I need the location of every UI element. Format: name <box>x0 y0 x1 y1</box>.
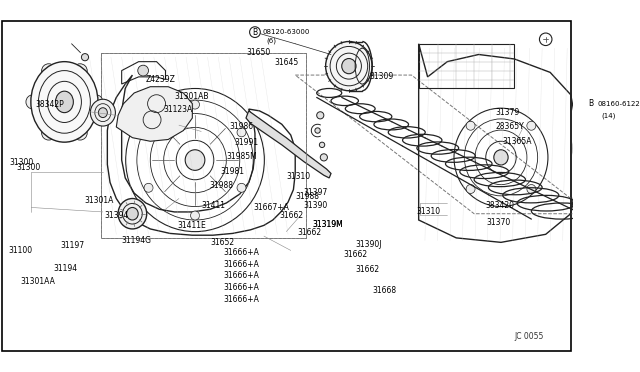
Text: 31301A: 31301A <box>84 196 114 205</box>
Text: (6): (6) <box>267 38 276 44</box>
Text: 31394: 31394 <box>105 211 129 221</box>
Text: 31666+A: 31666+A <box>223 271 259 280</box>
Text: 31662: 31662 <box>344 250 367 259</box>
Text: Z4239Z: Z4239Z <box>146 75 176 84</box>
Text: 31662: 31662 <box>280 211 303 221</box>
Text: 31985M: 31985M <box>226 151 257 161</box>
Text: 28365Y: 28365Y <box>495 122 524 131</box>
Text: 31652: 31652 <box>211 238 235 247</box>
Text: 31988: 31988 <box>295 192 319 201</box>
Circle shape <box>317 112 324 119</box>
Text: 31991: 31991 <box>235 138 259 147</box>
Circle shape <box>466 185 475 193</box>
Text: 31194G: 31194G <box>122 237 152 246</box>
Circle shape <box>250 27 260 38</box>
Text: 31309: 31309 <box>369 72 394 81</box>
Circle shape <box>88 95 103 109</box>
Text: 31988: 31988 <box>209 182 233 190</box>
Circle shape <box>144 128 153 137</box>
Text: 31666+A: 31666+A <box>223 260 259 269</box>
Text: 31100: 31100 <box>8 246 33 256</box>
Circle shape <box>585 98 596 109</box>
Circle shape <box>466 121 475 130</box>
Ellipse shape <box>326 42 372 91</box>
Text: 31411E: 31411E <box>177 221 206 230</box>
Ellipse shape <box>573 108 607 189</box>
Circle shape <box>144 183 153 192</box>
Text: (14): (14) <box>601 112 616 119</box>
Text: 31662: 31662 <box>355 265 379 274</box>
Circle shape <box>42 64 56 78</box>
Ellipse shape <box>118 199 147 229</box>
Circle shape <box>319 142 324 148</box>
Text: B: B <box>588 99 593 108</box>
Circle shape <box>315 128 320 133</box>
Circle shape <box>191 211 200 220</box>
Circle shape <box>586 81 595 90</box>
Circle shape <box>191 100 200 109</box>
Text: JC 0055: JC 0055 <box>515 332 544 341</box>
Circle shape <box>540 33 552 45</box>
Text: 31397: 31397 <box>303 188 328 197</box>
Text: 31301AB: 31301AB <box>175 92 209 101</box>
Ellipse shape <box>185 150 205 170</box>
Ellipse shape <box>127 208 138 220</box>
Text: 31365A: 31365A <box>502 137 532 145</box>
Ellipse shape <box>494 150 508 165</box>
Polygon shape <box>116 87 193 141</box>
Text: 31390: 31390 <box>303 202 328 211</box>
Ellipse shape <box>56 91 74 113</box>
Text: 08160-6122A: 08160-6122A <box>598 101 640 107</box>
Ellipse shape <box>99 108 108 118</box>
Ellipse shape <box>90 99 115 126</box>
Text: 31310: 31310 <box>416 208 440 217</box>
Text: 31379: 31379 <box>495 108 520 117</box>
Text: 31666+A: 31666+A <box>223 248 259 257</box>
Circle shape <box>26 95 40 109</box>
Text: 31310: 31310 <box>286 171 310 180</box>
Circle shape <box>320 154 328 161</box>
Text: 31370: 31370 <box>486 218 511 227</box>
Text: 31301AA: 31301AA <box>20 277 55 286</box>
Circle shape <box>138 65 148 76</box>
Circle shape <box>73 126 87 140</box>
Circle shape <box>527 121 536 130</box>
Ellipse shape <box>31 62 98 142</box>
Text: 38342P: 38342P <box>35 100 64 109</box>
Circle shape <box>81 54 88 61</box>
Circle shape <box>42 126 56 140</box>
Text: 08120-63000: 08120-63000 <box>262 29 310 35</box>
Circle shape <box>237 183 246 192</box>
Circle shape <box>73 64 87 78</box>
Text: 31300: 31300 <box>10 158 34 167</box>
Text: 31319M: 31319M <box>312 220 343 229</box>
Text: 383420: 383420 <box>486 202 515 211</box>
Text: 31390J: 31390J <box>355 240 381 249</box>
Circle shape <box>527 185 536 193</box>
Text: B: B <box>252 28 257 36</box>
Text: 31650: 31650 <box>246 48 271 57</box>
Polygon shape <box>246 111 331 178</box>
Text: 31645: 31645 <box>275 58 299 67</box>
Text: 31668: 31668 <box>372 286 396 295</box>
Text: 31319M: 31319M <box>312 220 343 229</box>
Text: 31662: 31662 <box>298 228 322 237</box>
FancyBboxPatch shape <box>2 22 571 350</box>
Text: 31300: 31300 <box>16 163 40 172</box>
Text: 31667+A: 31667+A <box>253 203 289 212</box>
Text: 31123A: 31123A <box>163 105 193 114</box>
Text: 31981: 31981 <box>220 167 244 176</box>
Text: 31411: 31411 <box>202 202 225 211</box>
Circle shape <box>237 128 246 137</box>
Text: 31197: 31197 <box>60 241 84 250</box>
Text: 31986: 31986 <box>229 122 253 131</box>
Ellipse shape <box>342 58 356 74</box>
Text: 31666+A: 31666+A <box>223 283 259 292</box>
Text: 31666+A: 31666+A <box>223 295 259 304</box>
Text: 31194: 31194 <box>53 264 77 273</box>
